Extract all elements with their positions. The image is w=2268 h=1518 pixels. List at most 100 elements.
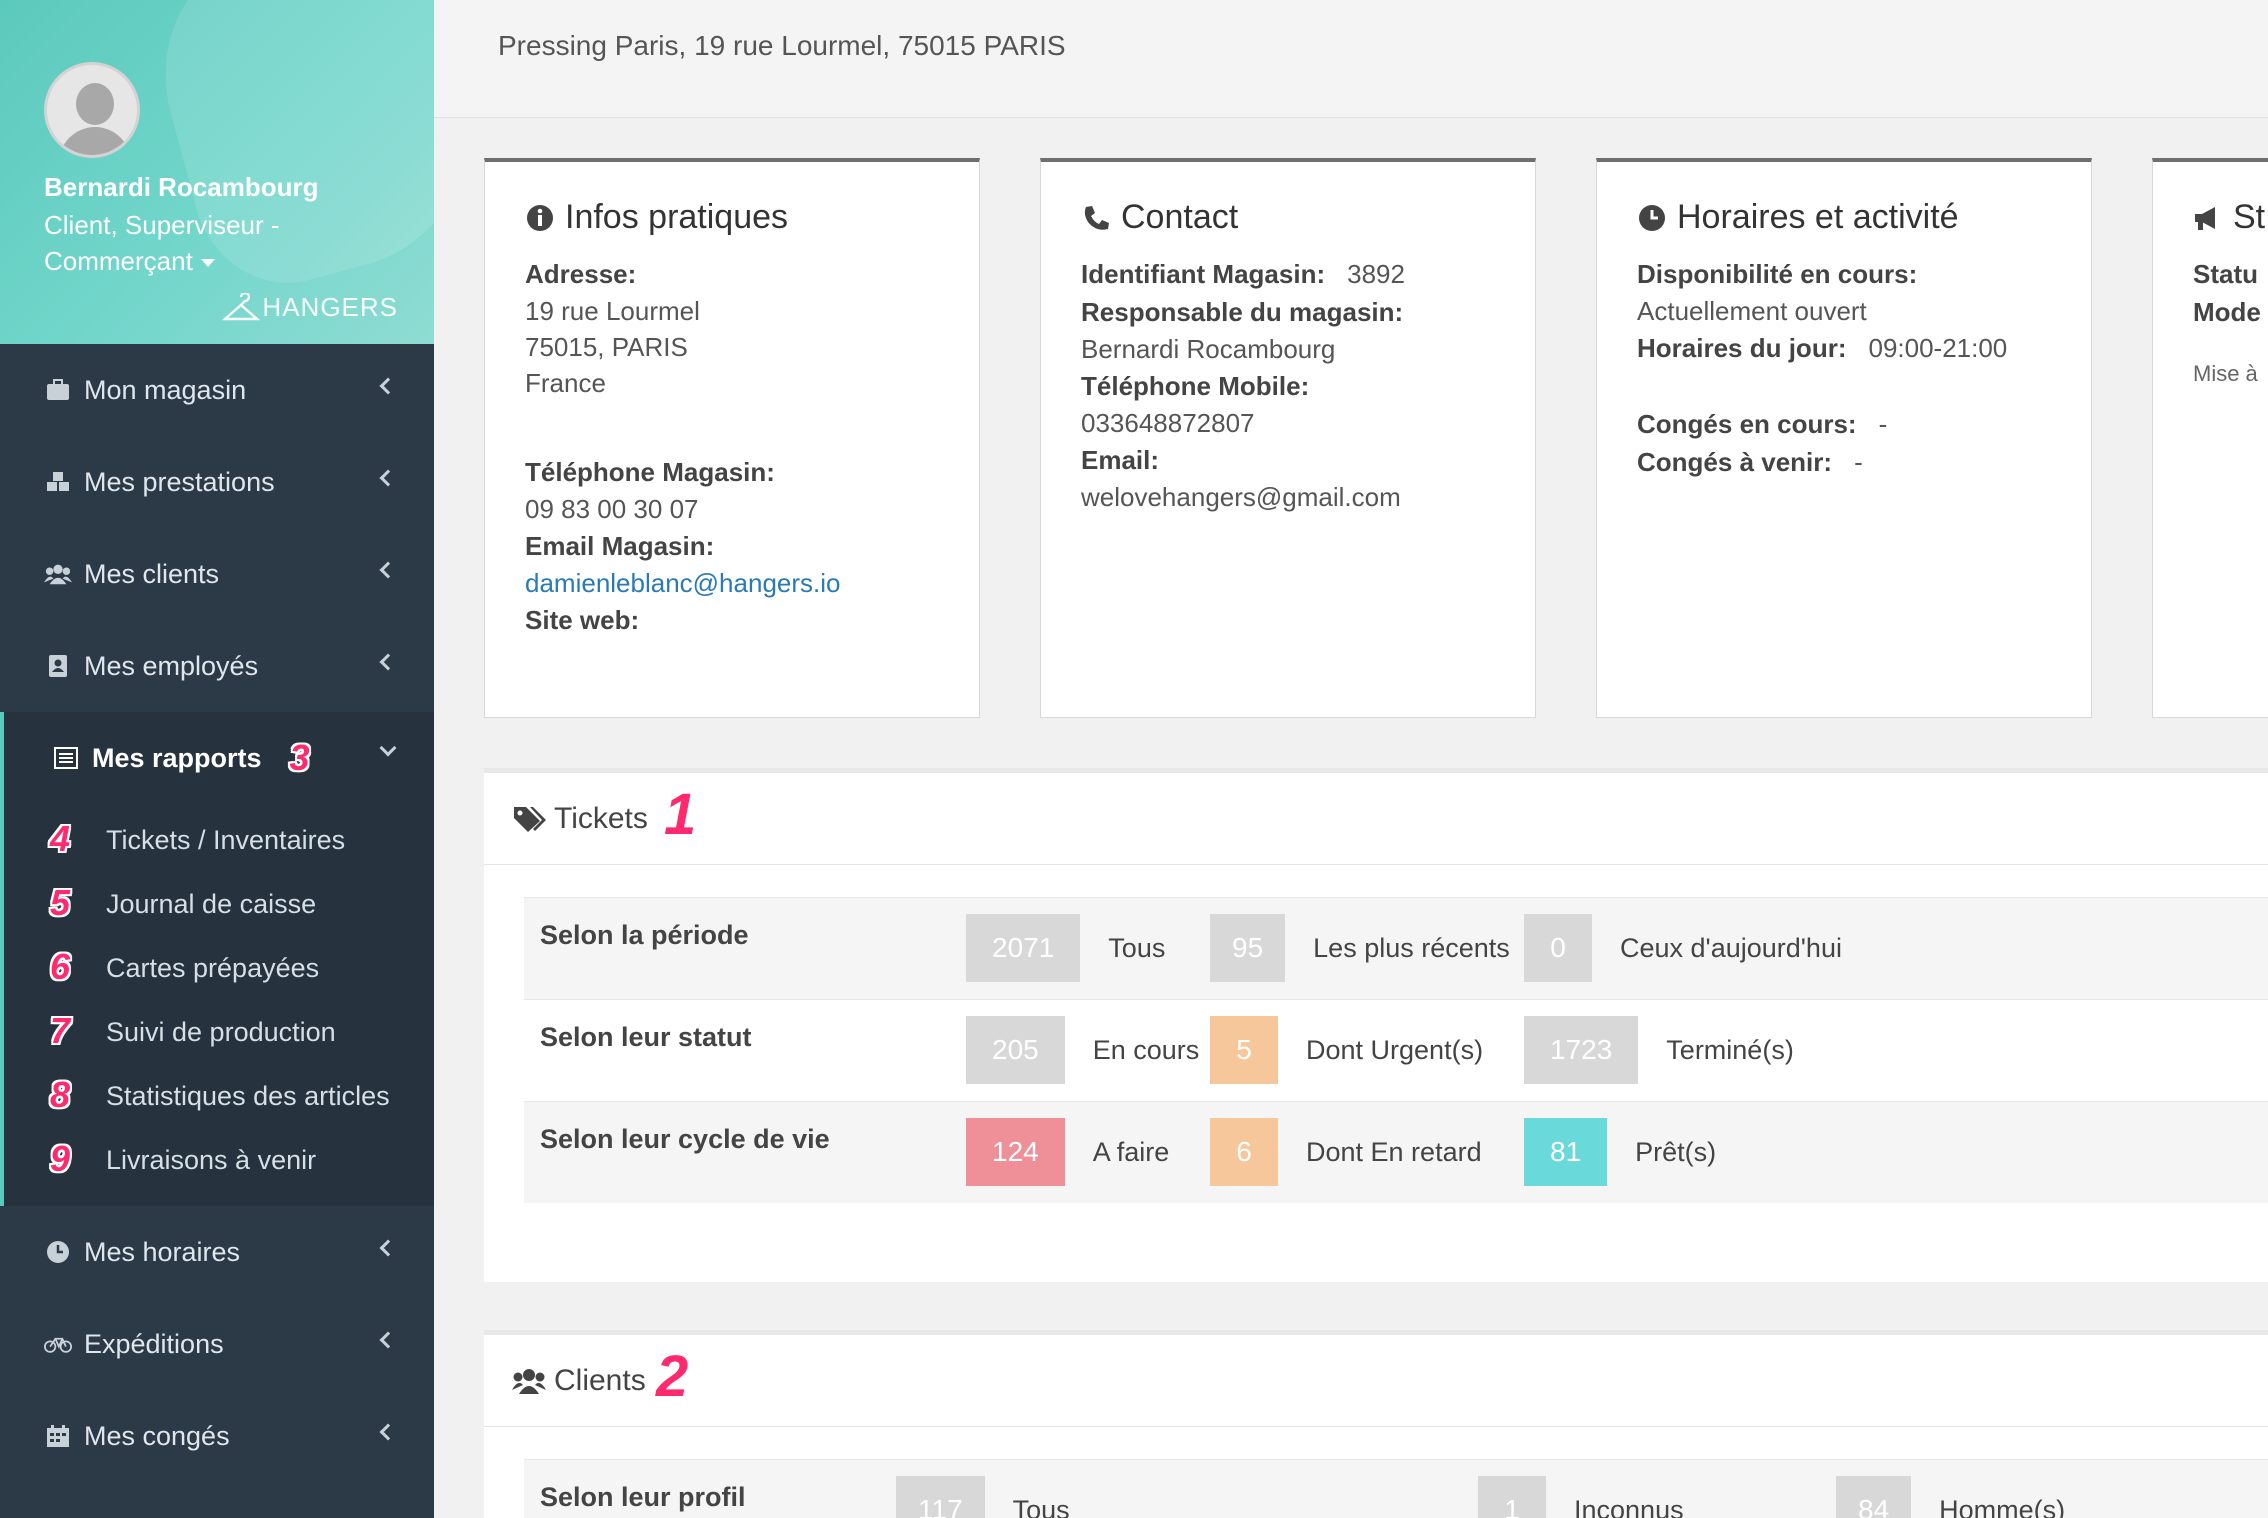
stat-cell[interactable]: 95 Les plus récents [1210, 914, 1510, 982]
stat-label: A faire [1092, 1136, 1170, 1167]
stat-cell[interactable]: 2071 Tous [966, 914, 1165, 982]
nav-item-mes-employes[interactable]: Mes employés [0, 620, 434, 712]
card-title: Horaires et activité [1637, 198, 2051, 237]
card-title: St [2193, 198, 2268, 237]
table-row: Selon leur statut 205 En cours 5 Dont Urge… [524, 999, 2268, 1101]
count-chip: 5 [1210, 1016, 1278, 1084]
email-magasin-link[interactable]: damienleblanc@hangers.io [525, 568, 841, 598]
nav-label: Expéditions [84, 1328, 224, 1359]
calendar-icon [44, 1422, 72, 1450]
annotation-number: 3 [289, 737, 310, 778]
email-value: welovehangers@gmail.com [1081, 482, 1401, 512]
stat-label: Dont Urgent(s) [1306, 1034, 1484, 1065]
subnav-label: Statistiques des articles [106, 1080, 390, 1111]
bullhorn-icon [2193, 203, 2223, 233]
nav-item-mes-prestations[interactable]: Mes prestations [0, 436, 434, 528]
row-label: Selon leur cycle de vie [540, 1124, 830, 1154]
panel-title: Tickets [554, 801, 648, 835]
user-role-dropdown[interactable]: Client, Superviseur - Commerçant [44, 207, 344, 279]
stat-cell[interactable]: 117 Tous [896, 1476, 1070, 1518]
card-title-text: St [2233, 198, 2266, 236]
chevron-left-icon [379, 1423, 397, 1441]
conges-a-venir-value: - [1854, 447, 1863, 477]
annotation-number: 6 [50, 946, 71, 987]
horaires-jour-value: 09:00-21:00 [1868, 333, 2008, 363]
adresse-label: Adresse: [525, 259, 637, 289]
card-infos-pratiques: Infos pratiques Adresse: 19 rue Lourmel … [484, 158, 980, 718]
annotation-number: 1 [664, 782, 697, 847]
brand-name: HANGERS [262, 292, 398, 322]
stat-label: Prêt(s) [1635, 1136, 1717, 1167]
subnav-label: Tickets / Inventaires [106, 824, 346, 855]
responsable-value: Bernardi Rocambourg [1081, 334, 1336, 364]
avatar[interactable] [44, 62, 140, 158]
main-nav-lower: Mes horaires Expéditions Mes congés [0, 1206, 434, 1482]
user-name: Bernardi Rocambourg [44, 172, 319, 202]
stat-label: Tous [1108, 932, 1166, 963]
stat-cell[interactable]: 0 Ceux d'aujourd'hui [1524, 914, 1842, 982]
mobile-label: Téléphone Mobile: [1081, 371, 1310, 401]
count-chip: 205 [966, 1016, 1065, 1084]
count-chip: 95 [1210, 914, 1286, 982]
chevron-left-icon [379, 1239, 397, 1257]
subnav-item-cartes[interactable]: 6 Cartes prépayées [4, 936, 434, 1000]
subnav-item-statistiques[interactable]: 8 Statistiques des articles [4, 1064, 434, 1128]
stat-cell[interactable]: 6 Dont En retard [1210, 1118, 1482, 1186]
stat-label: Dont En retard [1306, 1136, 1482, 1167]
card-title-text: Contact [1121, 198, 1239, 236]
mobile-value: 033648872807 [1081, 408, 1255, 438]
count-chip: 1723 [1524, 1016, 1639, 1084]
site-web-label: Site web: [525, 605, 640, 635]
tickets-panel: Tickets 1 Selon la période 2071 Tous 95 Le… [484, 768, 2268, 1282]
stat-label: Inconnus [1574, 1494, 1684, 1518]
horaires-jour-label: Horaires du jour: [1637, 333, 1847, 363]
user-role-line2: Commerçant [44, 246, 193, 276]
nav-label: Mes congés [84, 1420, 230, 1451]
nav-item-mes-clients[interactable]: Mes clients [0, 528, 434, 620]
caret-down-icon [200, 259, 215, 268]
sidebar: Bernardi Rocambourg Client, Superviseur … [0, 0, 434, 1518]
adresse-line2: 75015, PARIS [525, 332, 688, 362]
subnav-item-journal[interactable]: 5 Journal de caisse [4, 872, 434, 936]
stat-cell[interactable]: 1723 Terminé(s) [1524, 1016, 1794, 1084]
annotation-number: 5 [50, 882, 71, 923]
stat-cell[interactable]: 1 Inconnus [1478, 1476, 1684, 1518]
subnav-item-livraisons[interactable]: 9 Livraisons à venir [4, 1128, 434, 1192]
count-chip: 6 [1210, 1118, 1278, 1186]
nav-item-mes-conges[interactable]: Mes congés [0, 1390, 434, 1482]
hanger-icon [222, 292, 261, 320]
conges-en-cours-value: - [1878, 409, 1888, 439]
subnav-item-production[interactable]: 7 Suivi de production [4, 1000, 434, 1064]
adresse-line1: 19 rue Lourmel [525, 296, 700, 326]
card-horaires: Horaires et activité Disponibilité en co… [1596, 158, 2092, 718]
stat-label: Homme(s) [1939, 1494, 2066, 1518]
stat-cell[interactable]: 124 A faire [966, 1118, 1169, 1186]
nav-label: Mes employés [84, 650, 259, 681]
conges-en-cours-row: Congés en cours: - [1637, 405, 2051, 443]
nav-item-mon-magasin[interactable]: Mon magasin [0, 344, 434, 436]
stat-cell[interactable]: 84 Homme(s) [1836, 1476, 2065, 1518]
nav-item-mes-rapports[interactable]: Mes rapports 3 [0, 712, 434, 804]
nav-item-expeditions[interactable]: Expéditions [0, 1298, 434, 1390]
clock-icon [44, 1238, 72, 1266]
stat-cell[interactable]: 5 Dont Urgent(s) [1210, 1016, 1483, 1084]
chevron-left-icon [379, 469, 397, 487]
stat-cell[interactable]: 205 En cours [966, 1016, 1199, 1084]
count-chip: 124 [966, 1118, 1065, 1186]
subnav-item-tickets[interactable]: 4 Tickets / Inventaires [4, 808, 434, 872]
main-content: Pressing Paris, 19 rue Lourmel, 75015 PA… [434, 0, 2268, 1518]
annotation-number: 4 [50, 818, 71, 859]
store-address: Pressing Paris, 19 rue Lourmel, 75015 PA… [498, 30, 1066, 61]
stat-cell[interactable]: 81 Prêt(s) [1524, 1118, 1716, 1186]
nav-label: Mes prestations [84, 466, 275, 497]
card-title: Contact [1081, 198, 1495, 237]
nav-item-mes-horaires[interactable]: Mes horaires [0, 1206, 434, 1298]
chevron-left-icon [379, 653, 397, 671]
card-title-text: Infos pratiques [565, 198, 789, 236]
email-magasin-label: Email Magasin: [525, 531, 715, 561]
telephone-value: 09 83 00 30 07 [525, 494, 699, 524]
table-row: Selon leur profil 117 Tous 1 Inconnus 84 Ho… [524, 1459, 2268, 1518]
nav-label: Mes rapports [92, 742, 262, 773]
count-chip: 0 [1524, 914, 1592, 982]
responsable-label: Responsable du magasin: [1081, 297, 1404, 327]
